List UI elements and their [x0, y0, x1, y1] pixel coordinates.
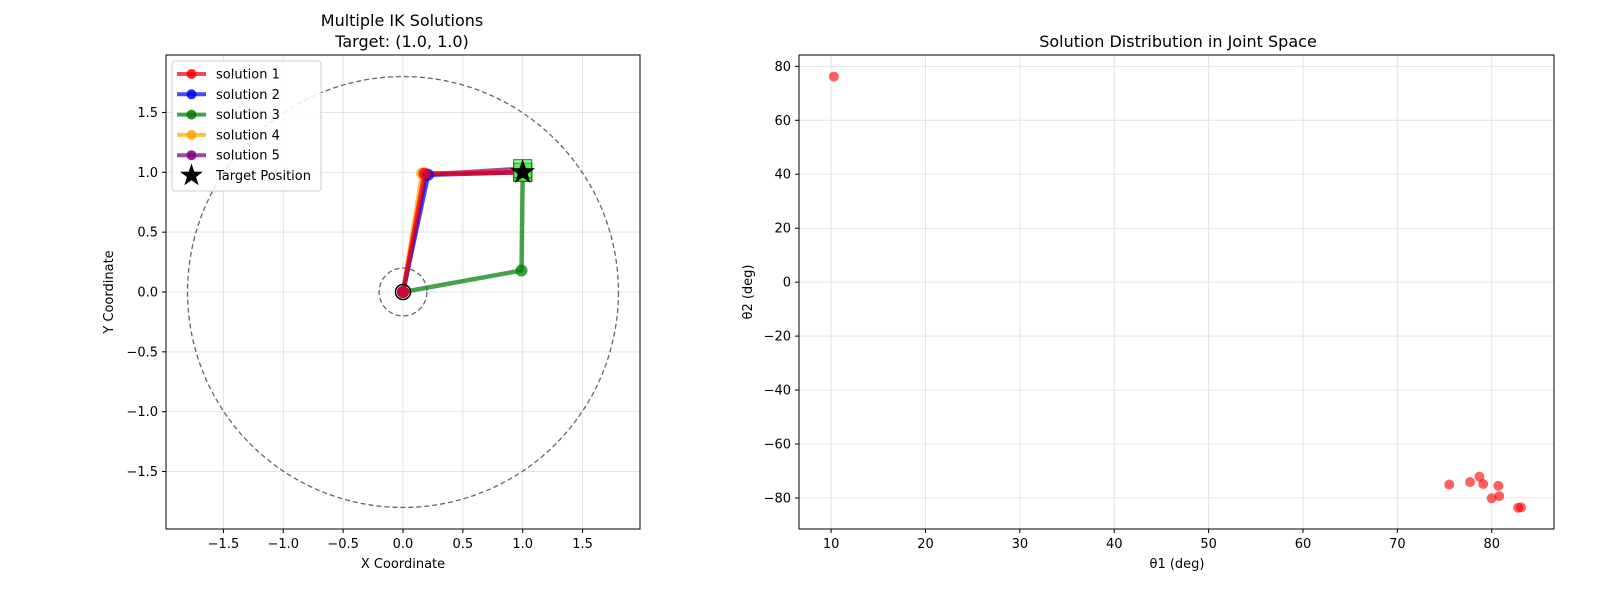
x-tick-label: 50 — [1200, 537, 1217, 552]
series-point — [397, 286, 409, 298]
legend-marker — [186, 89, 197, 100]
y-tick-label: 80 — [774, 60, 791, 75]
y-tick-label: −80 — [764, 491, 791, 506]
scatter-points — [828, 71, 1526, 513]
x-tick-label: 40 — [1106, 537, 1123, 552]
target-star — [510, 159, 536, 183]
legend-label: Target Position — [215, 169, 311, 184]
scatter-point — [1486, 493, 1497, 504]
grid — [166, 55, 640, 529]
workspace-circles — [186, 75, 620, 509]
y-tick-label: 0.5 — [137, 226, 158, 241]
x-tick-label: −1.5 — [208, 537, 240, 552]
x-ticks: −1.5 −1.0 −0.5 0.0 0.5 1.0 1.5 — [208, 529, 593, 552]
legend-label: solution 1 — [216, 68, 280, 83]
scatter-point — [1515, 502, 1526, 513]
legend-label: solution 3 — [216, 108, 280, 123]
grid — [799, 55, 1554, 529]
scatter-point — [828, 71, 839, 82]
x-tick-label: 30 — [1012, 537, 1029, 552]
legend-box — [171, 60, 322, 192]
legend-marker — [186, 69, 197, 79]
x-tick-label: 1.5 — [572, 537, 593, 552]
y-tick-label: −1.0 — [126, 405, 158, 420]
base-joint-marker — [394, 283, 412, 301]
legend-marker — [186, 109, 197, 120]
legend-label: solution 5 — [216, 149, 280, 164]
x-tick-label: 10 — [823, 537, 840, 552]
chart-title: Solution Distribution in Joint Space — [1039, 32, 1317, 51]
x-axis-label: X Coordinate — [361, 557, 445, 572]
y-tick-label: 60 — [774, 114, 791, 129]
y-tick-label: 40 — [774, 168, 791, 183]
y-tick-label: −0.5 — [126, 345, 158, 360]
y-ticks: −80 −60 −40 −20 0 20 40 60 80 — [764, 60, 799, 506]
plot-frame — [798, 54, 1555, 530]
y-tick-label: 1.5 — [137, 106, 158, 121]
x-tick-label: −1.0 — [268, 537, 300, 552]
legend-marker — [186, 129, 197, 140]
scatter-point — [1494, 491, 1505, 502]
scatter-point — [1478, 478, 1489, 489]
legend: solution 1 solution 2 solution 3 solution 4… — [171, 60, 322, 192]
y-tick-label: 0.0 — [137, 286, 158, 301]
solution-series — [394, 159, 533, 301]
x-tick-label: 60 — [1295, 537, 1312, 552]
legend-target-star — [180, 163, 203, 186]
y-tick-label: −20 — [764, 330, 791, 345]
x-tick-label: 0.5 — [453, 537, 474, 552]
x-tick-label: −0.5 — [327, 537, 359, 552]
y-tick-label: 0 — [783, 276, 791, 291]
x-axis-label: θ1 (deg) — [1149, 557, 1204, 572]
chart-title-line2: Target: (1.0, 1.0) — [334, 32, 469, 51]
y-axis-label: Y Coordinate — [102, 250, 117, 334]
legend-label: solution 4 — [216, 128, 280, 143]
x-tick-label: 0.0 — [393, 537, 414, 552]
scatter-point — [1444, 479, 1455, 490]
workspace-circle — [378, 267, 428, 317]
x-tick-label: 80 — [1483, 537, 1500, 552]
x-tick-label: 20 — [917, 537, 934, 552]
y-axis-label: θ2 (deg) — [741, 264, 756, 319]
legend-marker — [186, 150, 197, 161]
joint-space-panel: Solution Distribution in Joint Space 10 2… — [741, 32, 1555, 572]
y-tick-label: −1.5 — [126, 465, 158, 480]
y-ticks: −1.5 −1.0 −0.5 0.0 0.5 1.0 1.5 — [126, 106, 166, 480]
y-tick-label: −40 — [764, 384, 791, 399]
series-point — [515, 264, 528, 277]
series-point — [418, 167, 431, 180]
legend-label: solution 2 — [216, 88, 280, 103]
workspace-circle — [186, 75, 620, 509]
scatter-point — [1465, 477, 1476, 488]
chart-title-line1: Multiple IK Solutions — [321, 11, 483, 30]
x-tick-label: 70 — [1389, 537, 1406, 552]
x-tick-label: 1.0 — [512, 537, 533, 552]
target-marker — [510, 159, 536, 183]
ik-solutions-panel: Multiple IK Solutions Target: (1.0, 1.0)… — [102, 11, 641, 572]
y-tick-label: 20 — [774, 222, 791, 237]
y-tick-label: −60 — [764, 438, 791, 453]
y-tick-label: 1.0 — [137, 166, 158, 181]
x-ticks: 10 20 30 40 50 60 70 80 — [823, 529, 1500, 552]
scatter-point — [1493, 480, 1504, 491]
